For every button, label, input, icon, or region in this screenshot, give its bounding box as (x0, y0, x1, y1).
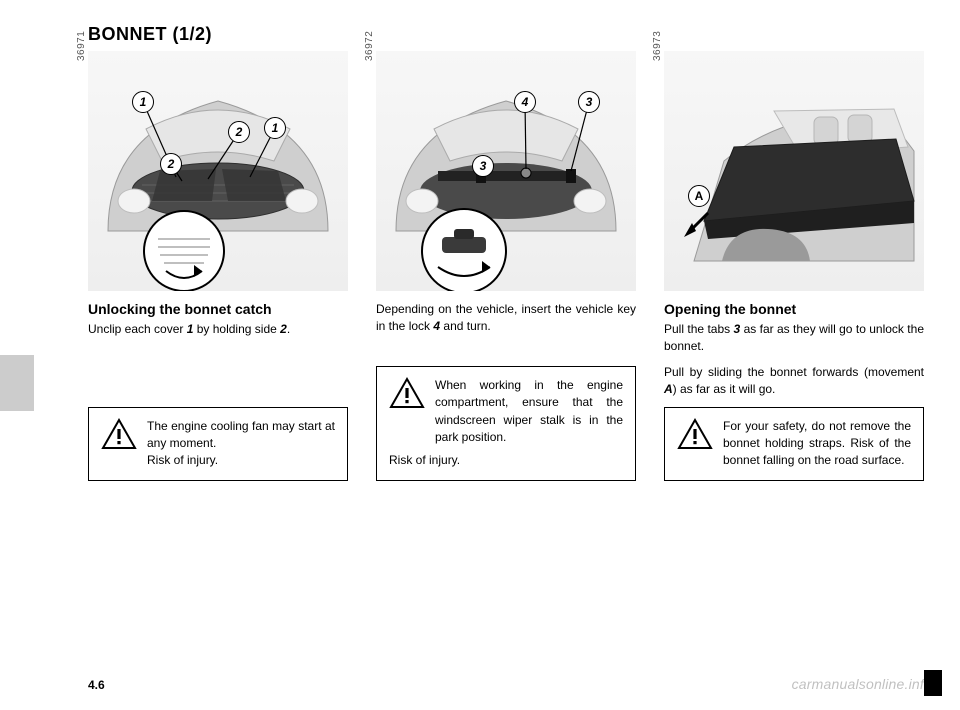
side-tab (0, 355, 34, 411)
warning-line: Risk of injury. (147, 453, 218, 467)
section-heading: Opening the bonnet (664, 301, 924, 317)
page-title: BONNET (1/2) (88, 24, 912, 45)
car-front-illustration (88, 51, 348, 291)
callout-2b: 2 (160, 153, 182, 175)
figure-1: 36971 (88, 51, 348, 291)
warning-text: When working in the engine compartment, … (435, 377, 623, 447)
bonnet-open-illustration (664, 51, 924, 291)
page: BONNET (1/2) 36971 (0, 0, 960, 710)
section-body: Depending on the vehicle, insert the veh… (376, 301, 636, 336)
watermark: carmanualsonline.info (792, 676, 932, 692)
section-body: Unclip each cover 1 by holding side 2. (88, 321, 348, 338)
callout-4: 4 (514, 91, 536, 113)
warning-box: The engine cooling fan may start at any … (88, 407, 348, 481)
callout-3b: 3 (472, 155, 494, 177)
title-sub: (1/2) (173, 24, 213, 44)
section-body: Pull the tabs 3 as far as they will go t… (664, 321, 924, 356)
page-number: 4.6 (88, 678, 105, 692)
car-front-lock-illustration (376, 51, 636, 291)
section-body: Pull by sliding the bonnet forwards (mov… (664, 364, 924, 399)
warning-text: The engine cooling fan may start at any … (147, 418, 335, 470)
image-number: 36973 (652, 31, 663, 61)
warning-after: Risk of injury. (389, 452, 623, 469)
column-1: 36971 (88, 51, 348, 481)
callout-2a: 2 (228, 121, 250, 143)
bookmark-icon (924, 670, 942, 696)
warning-box: For your safety, do not remove the bonne… (664, 407, 924, 481)
figure-2: 36972 (376, 51, 636, 291)
warning-icon (101, 418, 137, 450)
title-main: BONNET (88, 24, 167, 44)
column-2: 36972 (376, 51, 636, 481)
section-heading: Unlocking the bonnet catch (88, 301, 348, 317)
image-number: 36972 (364, 31, 375, 61)
warning-line: The engine cooling fan may start at any … (147, 419, 335, 450)
image-number: 36971 (76, 31, 87, 61)
warning-icon (677, 418, 713, 450)
warning-text: For your safety, do not remove the bonne… (723, 418, 911, 470)
warning-box: When working in the engine compartment, … (376, 366, 636, 481)
column-3: 36973 (664, 51, 924, 481)
callout-3a: 3 (578, 91, 600, 113)
callout-1b: 1 (264, 117, 286, 139)
warning-icon (389, 377, 425, 409)
figure-3: 36973 (664, 51, 924, 291)
callout-a: A (688, 185, 710, 207)
callout-1a: 1 (132, 91, 154, 113)
columns: 36971 (88, 51, 912, 481)
